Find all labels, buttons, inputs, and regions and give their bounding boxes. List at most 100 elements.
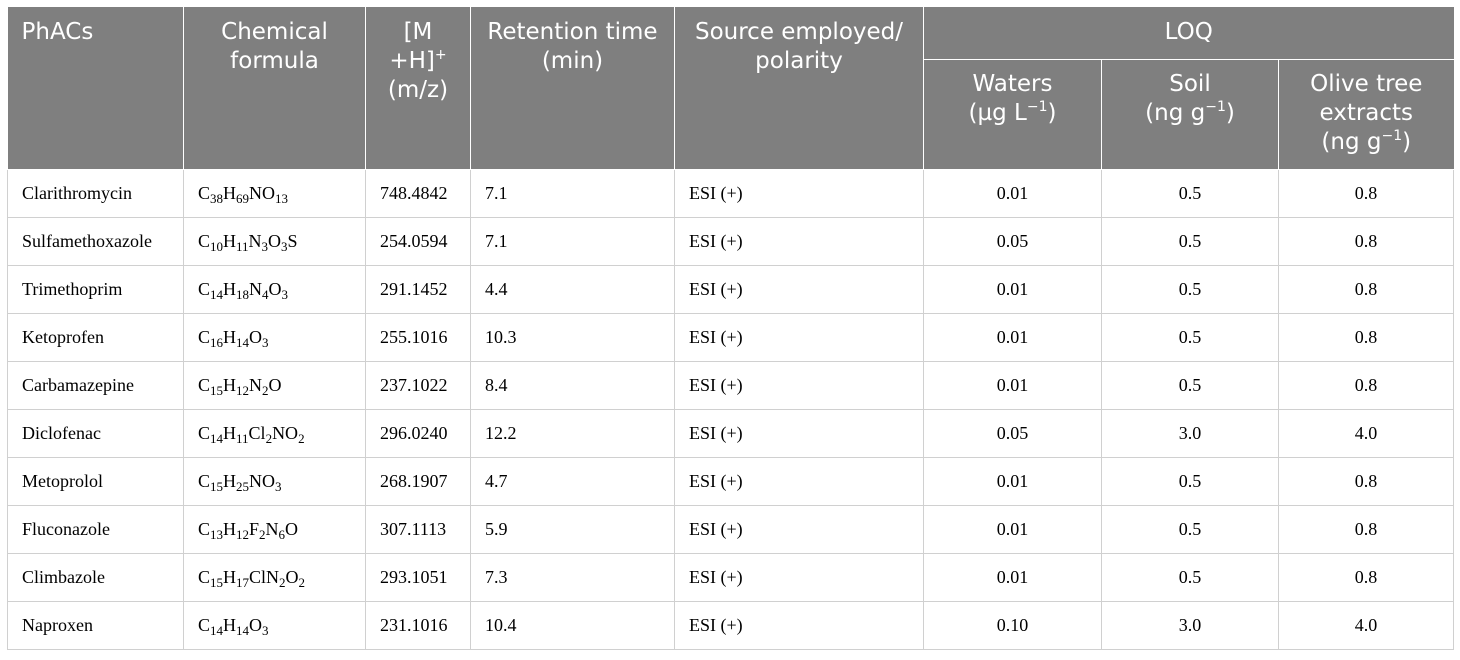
cell-compound: Naproxen: [7, 601, 184, 650]
cell-loq-olive: 0.8: [1278, 457, 1455, 506]
cell-loq-waters: 0.01: [923, 169, 1102, 218]
cell-compound: Trimethoprim: [7, 265, 184, 314]
cell-retention-time: 7.3: [470, 553, 675, 602]
cell-formula: C38H69NO13: [183, 169, 366, 218]
cell-loq-olive: 0.8: [1278, 169, 1455, 218]
header-phacs: PhACs: [7, 7, 184, 170]
formula-element: H: [223, 614, 237, 635]
cell-mh: 254.0594: [365, 217, 471, 266]
header-waters: Waters (µg L−1): [923, 59, 1102, 170]
cell-loq-soil: 0.5: [1101, 169, 1279, 218]
formula-subscript: 13: [210, 526, 224, 542]
cell-mh: 307.1113: [365, 505, 471, 554]
header-olive-tree-extracts: Olive tree extracts (ng g−1): [1278, 59, 1454, 170]
cell-loq-waters: 0.01: [923, 361, 1102, 410]
formula-subscript: 6: [278, 526, 286, 542]
formula-element: H: [223, 326, 237, 347]
cell-retention-time: 8.4: [470, 361, 675, 410]
formula-subscript: 2: [265, 430, 273, 446]
cell-formula: C14H14O3: [183, 601, 366, 650]
formula-element: ClN: [249, 566, 280, 587]
formula-element: H: [223, 470, 237, 491]
cell-formula: C13H12F2N6O: [183, 505, 366, 554]
cell-formula: C14H11Cl2NO2: [183, 409, 366, 458]
cell-loq-soil: 3.0: [1101, 601, 1279, 650]
formula-subscript: 14: [236, 622, 250, 638]
formula-subscript: 4: [262, 286, 269, 302]
cell-mh: 291.1452: [365, 265, 471, 314]
formula-subscript: 16: [210, 334, 224, 350]
cell-retention-time: 7.1: [470, 169, 675, 218]
cell-compound: Clarithromycin: [7, 169, 184, 218]
cell-retention-time: 7.1: [470, 217, 675, 266]
cell-formula: C10H11N3O3S: [183, 217, 366, 266]
cell-loq-olive: 4.0: [1278, 409, 1455, 458]
formula-element: C: [198, 182, 211, 203]
formula-element: H: [223, 278, 237, 299]
formula-subscript: 69: [236, 190, 250, 206]
cell-loq-waters: 0.01: [923, 553, 1102, 602]
formula-element: H: [223, 374, 237, 395]
cell-formula: C16H14O3: [183, 313, 366, 362]
cell-loq-waters: 0.01: [923, 505, 1102, 554]
formula-element: N: [249, 278, 263, 299]
table-row: Metoprolol C15H25NO3 268.1907 4.7 ESI (+) 0.0…: [7, 457, 1455, 506]
formula-element: H: [223, 422, 237, 443]
cell-loq-waters: 0.05: [923, 217, 1102, 266]
cell-mh: 268.1907: [365, 457, 471, 506]
cell-compound: Diclofenac: [7, 409, 184, 458]
formula-subscript: 2: [298, 574, 306, 590]
cell-loq-soil: 0.5: [1101, 361, 1279, 410]
cell-compound: Ketoprofen: [7, 313, 184, 362]
formula-subscript: 15: [210, 382, 224, 398]
formula-subscript: 3: [281, 238, 288, 254]
formula-subscript: 3: [262, 334, 269, 350]
formula-element: H: [223, 518, 237, 539]
formula-subscript: 25: [236, 478, 250, 494]
formula-element: O: [249, 614, 263, 635]
formula-element: O: [249, 326, 263, 347]
cell-loq-soil: 0.5: [1101, 553, 1279, 602]
cell-loq-olive: 0.8: [1278, 505, 1455, 554]
formula-subscript: 14: [210, 286, 224, 302]
formula-subscript: 3: [261, 238, 269, 254]
cell-formula: C15H17ClN2O2: [183, 553, 366, 602]
cell-source: ESI (+): [674, 313, 924, 362]
formula-subscript: 17: [236, 574, 250, 590]
table-row: Naproxen C14H14O3 231.1016 10.4 ESI (+) 0.10 3…: [7, 601, 1455, 650]
cell-loq-olive: 0.8: [1278, 313, 1455, 362]
formula-subscript: 12: [236, 526, 250, 542]
cell-source: ESI (+): [674, 457, 924, 506]
formula-subscript: 2: [262, 382, 269, 398]
table-row: Climbazole C15H17ClN2O2 293.1051 7.3 ESI (+)…: [7, 553, 1455, 602]
formula-subscript: 10: [210, 238, 224, 254]
formula-subscript: 11: [236, 430, 249, 446]
formula-element: N: [249, 374, 263, 395]
cell-loq-waters: 0.01: [923, 265, 1102, 314]
formula-element: N: [265, 518, 279, 539]
header-source-polarity: Source employed/ polarity: [674, 7, 924, 170]
table-row: Diclofenac C14H11Cl2NO2 296.0240 12.2 ESI (+…: [7, 409, 1455, 458]
formula-element: NO: [249, 470, 276, 491]
formula-element: F: [249, 518, 260, 539]
cell-source: ESI (+): [674, 601, 924, 650]
cell-loq-waters: 0.10: [923, 601, 1102, 650]
cell-source: ESI (+): [674, 553, 924, 602]
formula-element: O: [285, 518, 299, 539]
cell-loq-waters: 0.05: [923, 409, 1102, 458]
cell-mh: 296.0240: [365, 409, 471, 458]
formula-element: H: [223, 566, 237, 587]
formula-subscript: 3: [281, 286, 289, 302]
header-soil: Soil (ng g−1): [1101, 59, 1279, 170]
formula-subscript: 15: [210, 478, 224, 494]
cell-retention-time: 5.9: [470, 505, 675, 554]
table-body: Clarithromycin C38H69NO13 748.4842 7.1 ESI (…: [7, 169, 1455, 650]
cell-loq-waters: 0.01: [923, 313, 1102, 362]
formula-subscript: 14: [236, 334, 250, 350]
cell-mh: 293.1051: [365, 553, 471, 602]
cell-compound: Metoprolol: [7, 457, 184, 506]
formula-element: O: [285, 566, 299, 587]
formula-element: C: [198, 470, 211, 491]
cell-formula: C14H18N4O3: [183, 265, 366, 314]
table-row: Trimethoprim C14H18N4O3 291.1452 4.4 ESI (+)…: [7, 265, 1455, 314]
